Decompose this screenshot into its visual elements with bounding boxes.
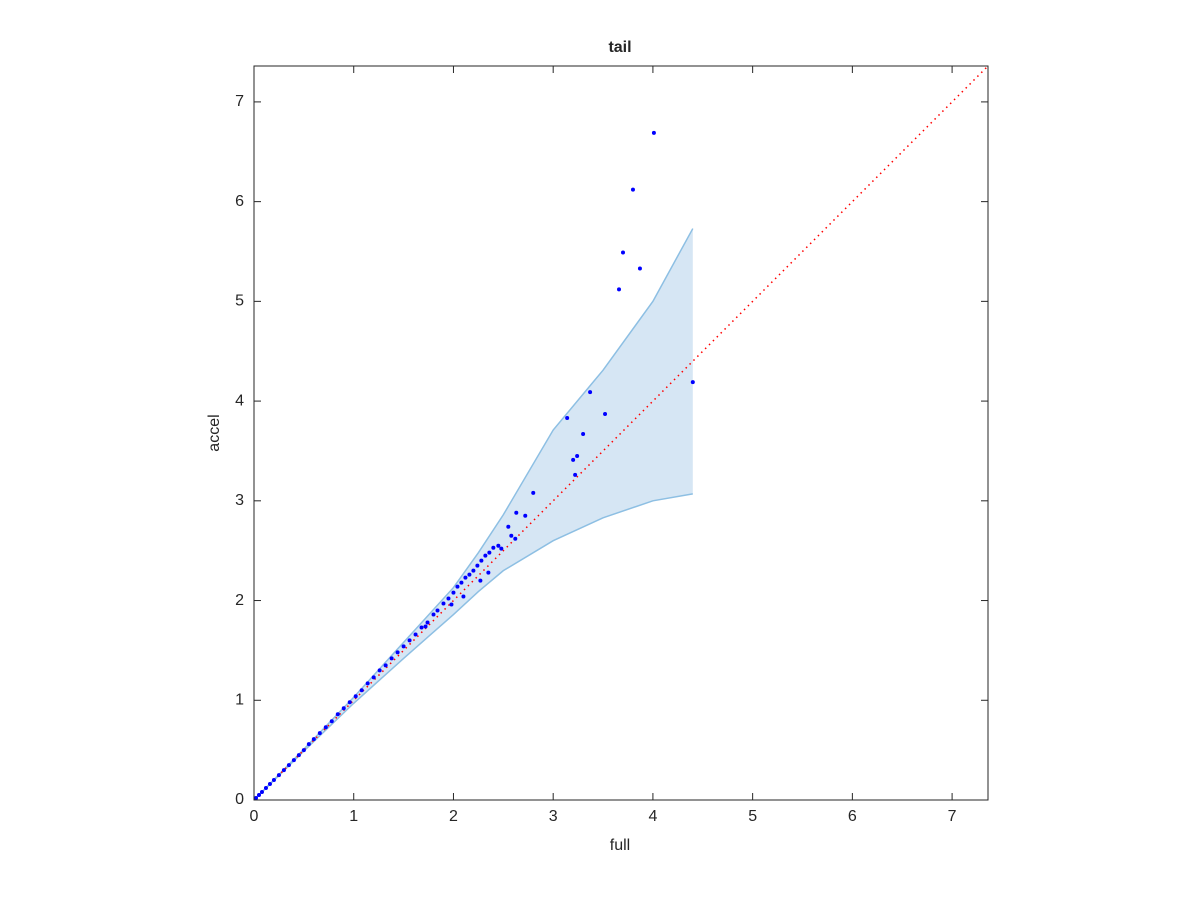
point — [335, 712, 340, 717]
point — [446, 596, 451, 601]
point — [499, 546, 504, 551]
y-tick-label: 7 — [235, 93, 244, 110]
point — [491, 545, 496, 550]
point — [514, 510, 519, 515]
y-tick-label: 4 — [235, 392, 244, 409]
point — [496, 543, 501, 548]
point — [431, 612, 436, 617]
point — [329, 719, 334, 724]
x-tick-label: 2 — [449, 808, 458, 825]
point — [259, 790, 264, 795]
point — [407, 638, 412, 643]
point — [461, 594, 466, 599]
y-tick-label: 2 — [235, 592, 244, 609]
point — [267, 782, 272, 787]
point — [425, 620, 430, 625]
point — [690, 380, 695, 385]
point — [256, 793, 261, 798]
y-axis-label: accel — [206, 414, 223, 451]
point — [571, 457, 576, 462]
point — [573, 472, 578, 477]
band-lower-line — [253, 493, 693, 801]
point — [617, 287, 622, 292]
x-tick-label: 0 — [250, 808, 259, 825]
point — [451, 590, 456, 595]
point — [449, 602, 454, 607]
point — [263, 786, 268, 791]
point — [455, 584, 460, 589]
point — [487, 550, 492, 555]
point — [459, 580, 464, 585]
point — [471, 568, 476, 573]
point — [306, 742, 311, 747]
point — [419, 625, 424, 630]
point — [588, 390, 593, 395]
x-tick-label: 1 — [349, 808, 358, 825]
point — [478, 578, 483, 583]
point — [383, 663, 388, 668]
x-tick-label: 6 — [848, 808, 857, 825]
y-tick-label: 5 — [235, 293, 244, 310]
x-tick-label: 5 — [748, 808, 757, 825]
point — [467, 572, 472, 577]
point — [475, 563, 480, 568]
y-tick-label: 1 — [235, 691, 244, 708]
x-tick-label: 7 — [948, 808, 957, 825]
point — [603, 412, 608, 417]
point — [359, 688, 364, 693]
point — [353, 694, 358, 699]
point — [323, 725, 328, 730]
axes-box — [253, 65, 989, 801]
point — [531, 490, 536, 495]
point — [423, 624, 428, 629]
x-axis-label: full — [610, 837, 630, 854]
point — [389, 656, 394, 661]
point — [575, 453, 580, 458]
point — [296, 753, 301, 758]
point — [365, 681, 370, 686]
point — [395, 650, 400, 655]
point — [483, 553, 488, 558]
point — [253, 796, 258, 801]
point — [341, 706, 346, 711]
point — [317, 731, 322, 736]
y-tick-label: 0 — [235, 791, 244, 808]
point — [463, 575, 468, 580]
point — [637, 266, 642, 271]
x-tick-label: 3 — [549, 808, 558, 825]
point — [401, 644, 406, 649]
point — [565, 416, 570, 421]
point — [441, 601, 446, 606]
point — [523, 513, 528, 518]
point — [271, 778, 276, 783]
x-tick-label: 4 — [648, 808, 657, 825]
point — [301, 748, 306, 753]
y-tick-label: 6 — [235, 193, 244, 210]
point — [630, 187, 635, 192]
point — [486, 570, 491, 575]
band-area — [254, 228, 693, 800]
band-upper-line — [253, 228, 694, 801]
point — [413, 632, 418, 637]
point — [651, 130, 656, 135]
point — [377, 668, 382, 673]
point — [276, 773, 281, 778]
point — [509, 533, 514, 538]
point — [506, 524, 511, 529]
point — [347, 700, 352, 705]
chart-title: tail — [608, 39, 631, 56]
point — [435, 608, 440, 613]
point — [371, 675, 376, 680]
point — [311, 737, 316, 742]
point — [291, 758, 296, 763]
point — [620, 250, 625, 255]
point — [479, 558, 484, 563]
point — [513, 536, 518, 541]
point — [281, 768, 286, 773]
point — [286, 763, 291, 768]
y-tick-label: 3 — [235, 492, 244, 509]
point — [581, 431, 586, 436]
